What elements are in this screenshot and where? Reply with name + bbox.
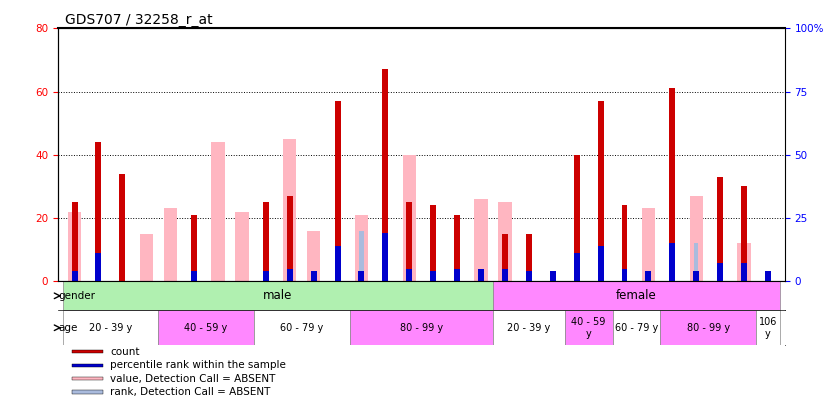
Text: 80 - 99 y: 80 - 99 y	[686, 323, 729, 333]
Text: 60 - 79 y: 60 - 79 y	[615, 323, 658, 333]
Bar	[550, 271, 556, 281]
Bar	[741, 186, 747, 281]
Bar	[565, 311, 613, 345]
Bar	[717, 264, 723, 281]
Bar	[765, 271, 771, 281]
Bar	[430, 205, 436, 281]
Bar	[738, 243, 751, 281]
Bar	[526, 234, 532, 281]
Bar	[311, 271, 316, 281]
Bar	[669, 243, 676, 281]
Bar	[669, 88, 676, 281]
Bar	[756, 311, 780, 345]
Bar	[263, 248, 268, 281]
Bar	[690, 196, 703, 281]
Bar	[403, 155, 415, 281]
Text: gender: gender	[58, 291, 95, 301]
Bar	[96, 254, 102, 281]
Bar	[694, 243, 698, 281]
Bar	[406, 269, 412, 281]
Bar	[96, 142, 102, 281]
Bar	[502, 234, 508, 281]
Text: 60 - 79 y: 60 - 79 y	[280, 323, 323, 333]
Bar	[382, 233, 388, 281]
Bar	[140, 234, 153, 281]
Bar	[645, 271, 652, 281]
Bar	[478, 269, 484, 281]
Bar	[121, 258, 125, 281]
Bar	[454, 215, 460, 281]
Bar	[335, 101, 340, 281]
Bar	[335, 246, 340, 281]
Bar	[120, 174, 126, 281]
Bar	[660, 311, 756, 345]
Bar	[349, 311, 493, 345]
Bar	[574, 254, 580, 281]
Bar	[574, 155, 580, 281]
Text: 106
y: 106 y	[759, 317, 777, 339]
Bar	[73, 269, 77, 281]
Text: 40 - 59 y: 40 - 59 y	[184, 323, 228, 333]
Bar	[159, 311, 254, 345]
Text: percentile rank within the sample: percentile rank within the sample	[110, 360, 286, 370]
Bar	[430, 271, 436, 281]
Bar	[211, 142, 225, 281]
Bar	[502, 269, 508, 281]
Bar	[621, 269, 628, 281]
Bar	[597, 101, 604, 281]
Bar	[263, 271, 268, 281]
Bar	[717, 177, 723, 281]
Bar	[73, 364, 103, 367]
Bar	[359, 230, 363, 281]
Text: age: age	[58, 323, 78, 333]
Bar	[498, 202, 511, 281]
Bar	[493, 281, 780, 311]
Bar	[493, 311, 565, 345]
Bar	[73, 390, 103, 394]
Bar	[191, 271, 197, 281]
Bar	[307, 230, 320, 281]
Bar	[235, 212, 249, 281]
Bar	[474, 199, 487, 281]
Text: rank, Detection Call = ABSENT: rank, Detection Call = ABSENT	[110, 387, 271, 397]
Bar	[283, 139, 297, 281]
Bar	[73, 377, 103, 380]
Bar	[741, 264, 747, 281]
Bar	[358, 271, 364, 281]
Bar	[72, 202, 78, 281]
Bar	[526, 271, 532, 281]
Bar	[164, 209, 177, 281]
Bar	[191, 215, 197, 281]
Bar	[287, 196, 292, 281]
Bar	[355, 215, 368, 281]
Bar	[287, 269, 292, 281]
Bar	[63, 281, 493, 311]
Bar	[642, 209, 655, 281]
Bar	[597, 246, 604, 281]
Text: 80 - 99 y: 80 - 99 y	[400, 323, 443, 333]
Bar	[72, 271, 78, 281]
Bar	[63, 311, 159, 345]
Bar	[192, 254, 197, 281]
Text: 40 - 59
y: 40 - 59 y	[572, 317, 605, 339]
Bar	[254, 311, 349, 345]
Text: count: count	[110, 347, 140, 357]
Text: female: female	[616, 289, 657, 302]
Text: male: male	[263, 289, 292, 302]
Bar	[382, 69, 388, 281]
Bar	[621, 205, 628, 281]
Bar	[406, 202, 412, 281]
Text: 20 - 39 y: 20 - 39 y	[89, 323, 132, 333]
Bar	[73, 350, 103, 354]
Bar	[693, 271, 700, 281]
Bar	[613, 311, 660, 345]
Text: GDS707 / 32258_r_at: GDS707 / 32258_r_at	[65, 13, 213, 27]
Bar	[68, 212, 81, 281]
Bar	[454, 269, 460, 281]
Text: 20 - 39 y: 20 - 39 y	[507, 323, 550, 333]
Text: value, Detection Call = ABSENT: value, Detection Call = ABSENT	[110, 373, 276, 384]
Bar	[263, 202, 268, 281]
